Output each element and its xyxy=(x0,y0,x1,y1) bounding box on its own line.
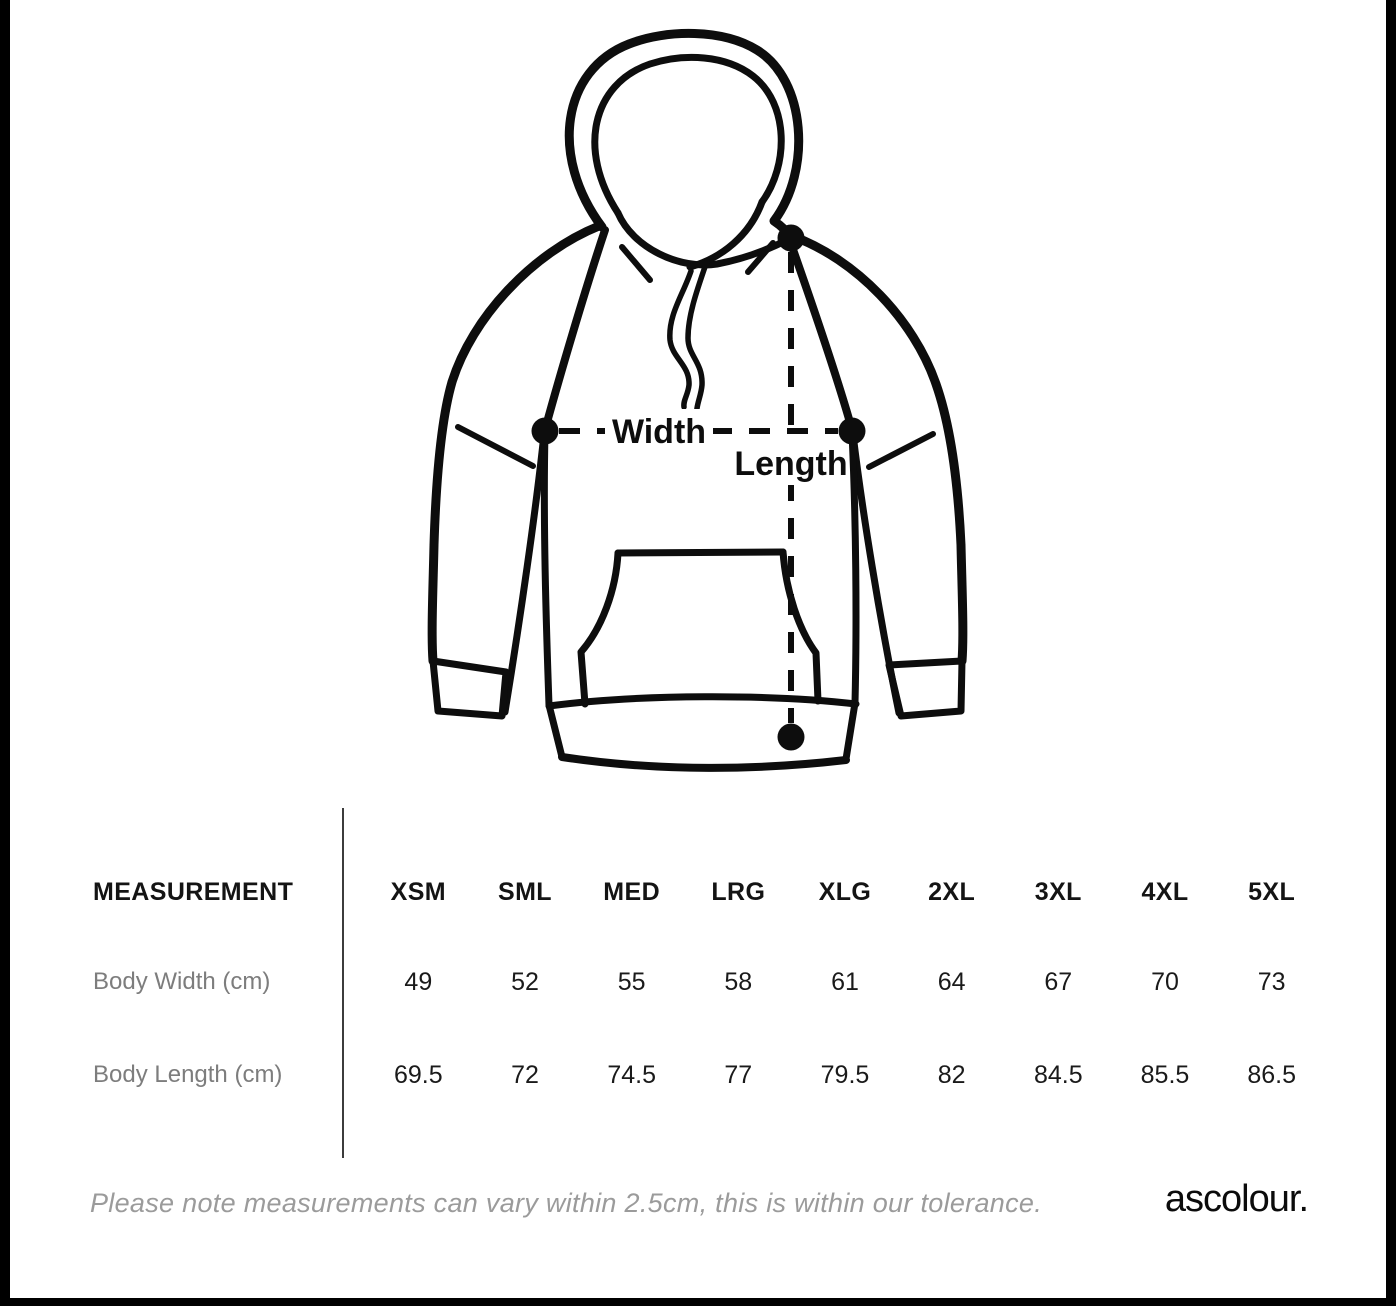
body-seam-right xyxy=(842,429,860,763)
body-length-3xl: 84.5 xyxy=(1033,1060,1083,1089)
body-length-5xl: 86.5 xyxy=(1247,1060,1296,1089)
body-length-row: Body Length (cm) 69.5 72 74.5 77 79.5 82… xyxy=(0,1047,1325,1103)
hem-dot xyxy=(777,723,805,751)
length-label-backdrop xyxy=(733,441,849,485)
screenshot-right-edge xyxy=(1386,0,1396,1306)
sleeve-right-outer-edge xyxy=(787,231,968,666)
body-width-2xl: 64 xyxy=(937,967,966,996)
hood-right-panel-edge xyxy=(686,198,766,271)
size-header-5xl: 5XL xyxy=(1248,877,1296,906)
sleeve-left-outer-edge xyxy=(427,221,604,666)
body-length-2xl: 82 xyxy=(937,1060,966,1089)
size-header-med: MED xyxy=(603,877,661,906)
body-length-sml: 72 xyxy=(511,1060,539,1089)
size-header-xsm: XSM xyxy=(390,877,447,906)
body-length-row-label: Body Length (cm) xyxy=(93,1061,283,1088)
table-vertical-divider xyxy=(342,808,344,1158)
drawstring-left xyxy=(667,268,694,410)
width-measure-label: Width xyxy=(612,413,706,451)
tolerance-note: Please note measurements can vary within… xyxy=(90,1188,1043,1218)
size-header-lrg: LRG xyxy=(711,877,766,906)
body-width-4xl: 70 xyxy=(1151,967,1179,996)
brand-logo: ascolour. xyxy=(1164,1178,1309,1220)
body-width-lrg: 58 xyxy=(724,967,753,996)
raglan-seam-left xyxy=(542,226,609,430)
hem-band-top xyxy=(545,693,860,710)
size-header-sml: SML xyxy=(498,877,552,906)
neck-dot xyxy=(777,224,805,252)
size-header-2xl: 2XL xyxy=(928,877,976,906)
screenshot-left-edge xyxy=(0,0,10,1306)
cuff-right xyxy=(885,657,966,720)
hem-band-bottom xyxy=(558,753,850,772)
hood-left-panel-edge xyxy=(614,209,795,269)
underarm-seam-right xyxy=(866,431,936,470)
screenshot-bottom-edge xyxy=(0,1298,1396,1306)
hood-outer-outline xyxy=(564,28,804,243)
body-width-row: Body Width (cm) 49 52 55 58 61 64 67 70 … xyxy=(0,954,1325,1010)
body-width-sml: 52 xyxy=(511,967,539,996)
underarm-seam-left xyxy=(455,424,536,469)
hoodie-measurement-diagram: Width Length xyxy=(427,28,968,772)
pocket-left-edge xyxy=(577,549,622,708)
body-seam-left xyxy=(540,429,566,761)
body-width-xsm: 49 xyxy=(404,967,433,996)
measurement-column-header: MEASUREMENT xyxy=(93,877,294,906)
hood-inner-outline xyxy=(591,53,785,217)
body-length-xsm: 69.5 xyxy=(393,1060,443,1089)
hoodie-diagram-svg: Width Length xyxy=(427,28,968,772)
neck-cross-right xyxy=(745,240,776,275)
size-header-xlg: XLG xyxy=(818,877,872,906)
size-header-4xl: 4XL xyxy=(1141,877,1189,906)
sleeve-left-inner-edge xyxy=(501,430,548,716)
pocket-top-edge xyxy=(614,548,787,557)
cuff-left xyxy=(429,657,510,720)
body-width-row-label: Body Width (cm) xyxy=(93,968,271,995)
body-length-lrg: 77 xyxy=(724,1060,753,1089)
body-length-med: 74.5 xyxy=(607,1060,656,1089)
size-header-3xl: 3XL xyxy=(1034,877,1082,906)
body-width-xlg: 61 xyxy=(831,967,859,996)
body-width-med: 55 xyxy=(617,967,646,996)
width-label-backdrop xyxy=(605,409,713,453)
length-measure-label: Length xyxy=(734,445,847,483)
armpit-dot-left xyxy=(531,417,559,445)
raglan-seam-right xyxy=(786,237,855,430)
body-length-4xl: 85.5 xyxy=(1140,1060,1190,1089)
body-width-5xl: 73 xyxy=(1257,967,1286,996)
armpit-dot-right xyxy=(838,417,866,445)
body-length-xlg: 79.5 xyxy=(820,1060,870,1089)
drawstring-right xyxy=(685,258,710,423)
neck-cross-left xyxy=(619,244,653,283)
body-width-3xl: 67 xyxy=(1044,967,1073,996)
pocket-right-edge xyxy=(779,548,822,705)
table-header-row: MEASUREMENT XSM SML MED LRG XLG 2XL 3XL … xyxy=(0,864,1325,920)
